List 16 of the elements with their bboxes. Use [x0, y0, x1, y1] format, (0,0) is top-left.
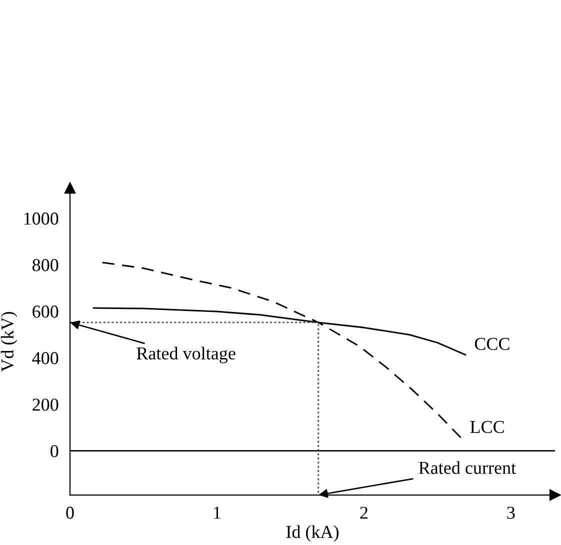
annotation: Rated current [418, 461, 516, 474]
y-tick-label: 600 [32, 306, 58, 318]
annotation: Rated voltage [136, 346, 236, 364]
series-label: LCC [470, 420, 504, 434]
y-tick-label: 200 [32, 398, 58, 411]
y-axis-title: Vd (kV) [0, 312, 18, 372]
x-tick-label: 2 [360, 506, 368, 519]
x-tick-label: 1 [214, 506, 220, 519]
y-tick-label: 800 [32, 259, 58, 272]
y-tick-label: 1000 [24, 212, 58, 225]
y-tick-label: 400 [32, 352, 58, 364]
y-tick-label: 0 [50, 445, 58, 458]
x-tick-label: 3 [507, 506, 515, 519]
series-label: CCC [474, 338, 510, 350]
x-axis-title: Id (kA) [286, 525, 339, 542]
x-tick-label: 0 [66, 506, 74, 519]
